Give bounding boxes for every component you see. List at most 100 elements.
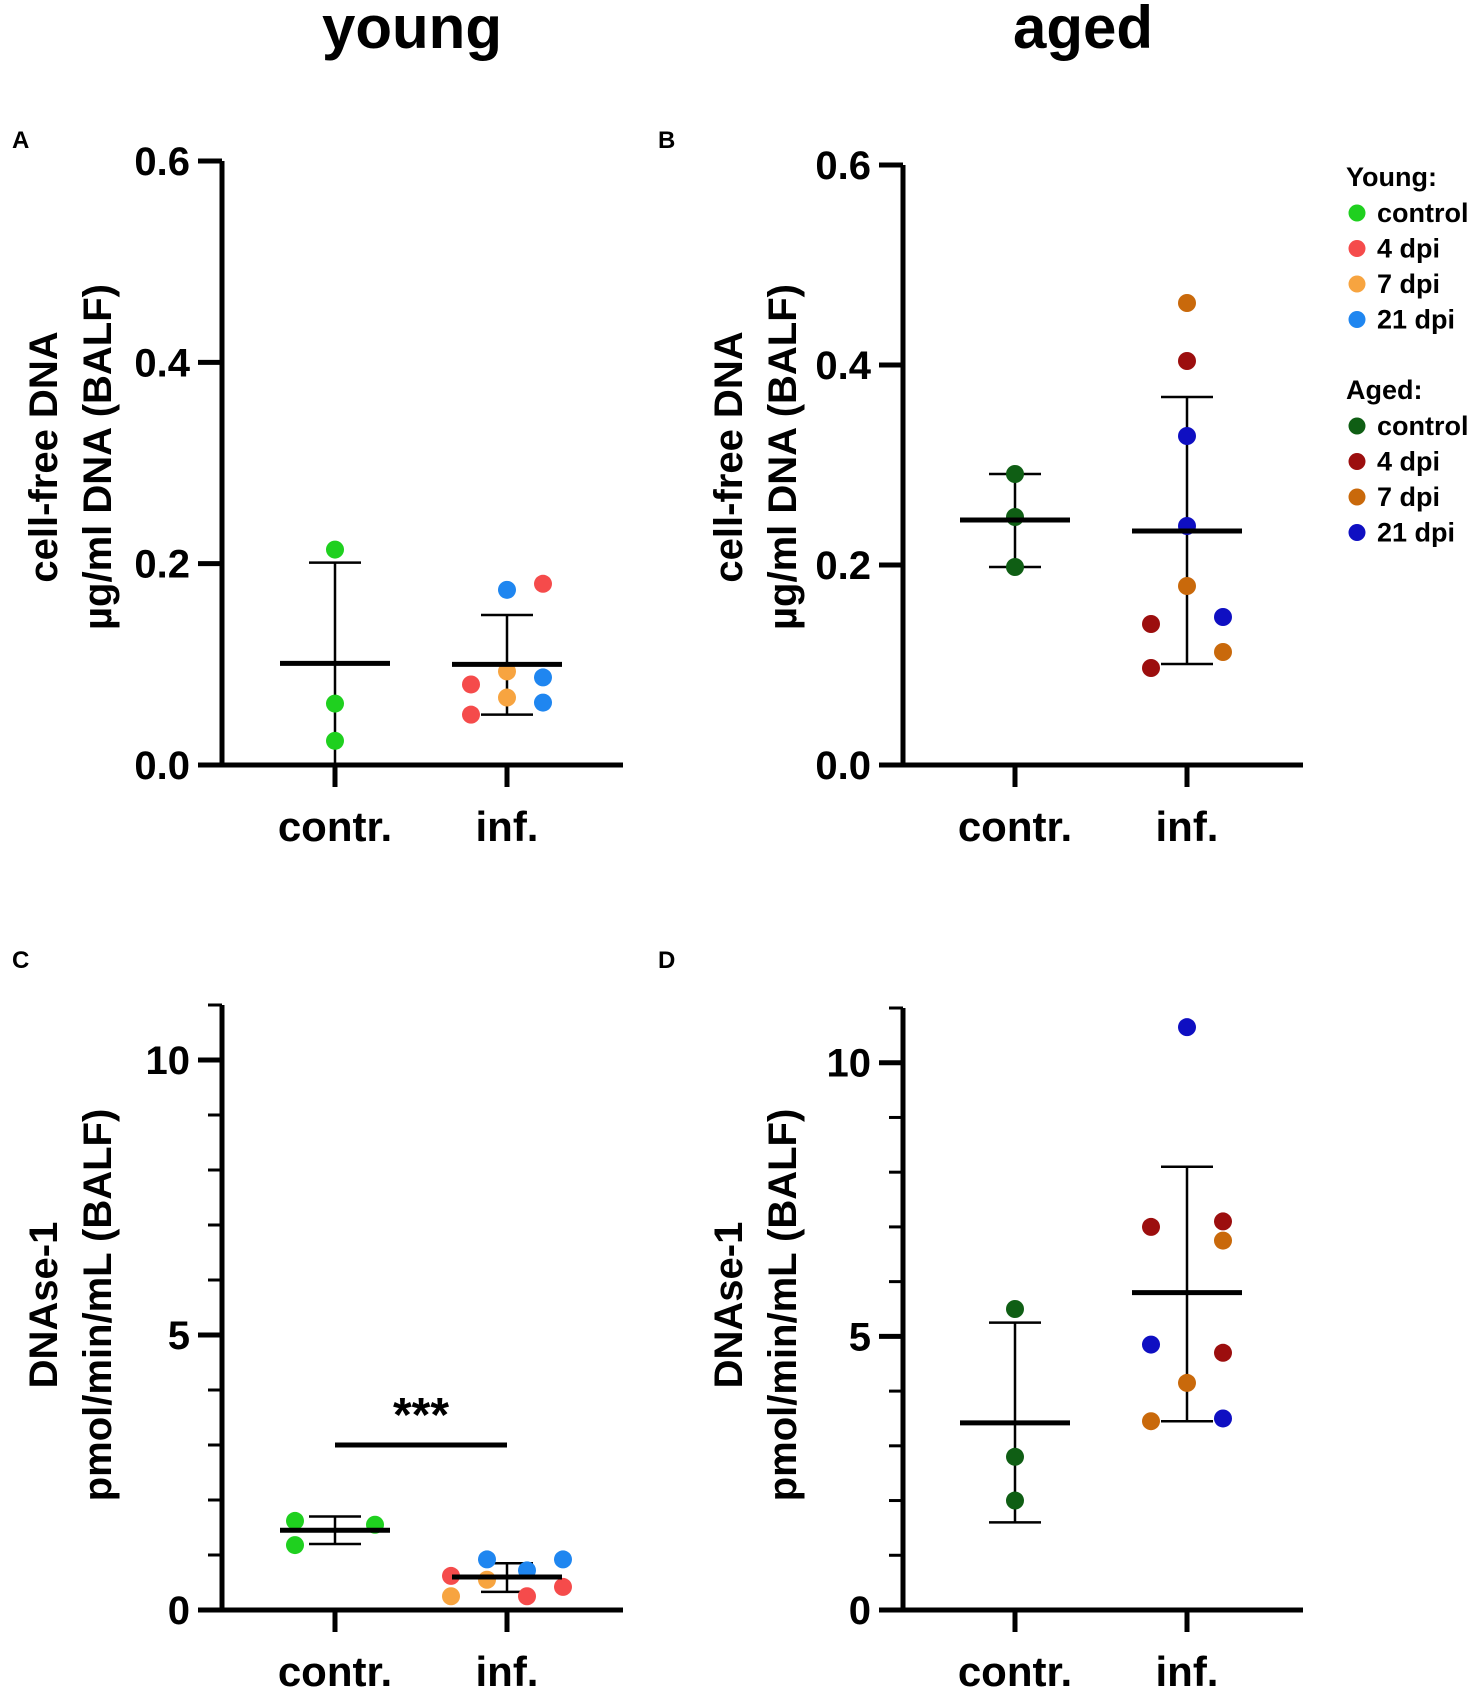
data-point [1142,659,1160,677]
data-point [534,574,552,593]
x-tick-label: inf. [1156,803,1219,850]
significance-label: *** [393,1389,449,1442]
y-axis-label-line1: DNAse-1 [22,1222,66,1389]
data-point [462,705,480,724]
legend-aged-item-label: 21 dpi [1377,518,1455,548]
y-axis-label-line2: µg/ml DNA (BALF) [761,284,805,630]
legend-aged-title: Aged: [1346,375,1423,405]
panel-letter: B [658,127,675,154]
group-control [960,465,1070,576]
data-point [1214,1212,1232,1231]
legend: Young: Aged: control 4 dpi 7 dpi 21 dpi cont… [1346,162,1469,548]
data-point [1142,1217,1160,1236]
data-point [554,1577,572,1596]
data-point [1006,1491,1024,1510]
group-control [280,1511,390,1555]
y-axis-label-line2: pmol/min/mL (BALF) [761,1109,805,1502]
data-point [1214,1231,1232,1250]
y-tick-label: 0 [168,1589,190,1633]
legend-aged-item-marker [1348,524,1366,541]
data-point [462,675,480,694]
legend-aged-item-marker [1348,453,1366,470]
group-control [960,1300,1070,1524]
data-point [518,1587,536,1606]
x-tick-label: inf. [476,803,539,850]
y-axis-label-line1: cell-free DNA [22,331,66,582]
y-axis-label: cell-free DNA µg/ml DNA (BALF) [707,284,805,630]
x-tick-label: inf. [476,1648,539,1687]
y-tick-label: 0.0 [815,744,871,788]
group-infected [442,1550,572,1606]
legend-young-item-label: 21 dpi [1377,305,1455,335]
data-point [1178,577,1196,595]
panel-letter: C [12,947,29,974]
y-tick-label: 0.6 [134,140,190,184]
data-point [326,694,344,713]
panel-B: B 0.0 0.2 0.4 0.6 contr. inf. cell-free DNA µg/m… [658,127,1303,850]
legend-aged-item-marker [1348,488,1366,506]
data-point [554,1550,572,1569]
data-point [1178,352,1196,370]
column-title-aged: aged [1013,0,1153,61]
y-tick-label: 0.2 [815,544,871,588]
legend-young-item-label: 4 dpi [1377,234,1440,264]
group-infected [1132,294,1242,677]
x-tick-label: contr. [278,803,392,850]
data-point [1214,643,1232,661]
data-point [1214,1409,1232,1428]
legend-young-item-marker [1348,240,1366,257]
legend-young-item-label: 7 dpi [1377,269,1440,299]
panel-A: A 0.0 0.2 0.4 0.6 contr. inf. cell-free DNA µg/m… [12,127,623,850]
y-tick-label: 0.4 [134,341,190,385]
data-point [1006,1447,1024,1466]
x-tick-label: inf. [1156,1648,1219,1687]
data-point [1142,615,1160,633]
data-point [1214,608,1232,626]
y-tick-label: 5 [849,1315,871,1359]
data-point [1006,1300,1024,1318]
data-point [534,693,552,712]
data-point [326,540,344,559]
data-point [286,1536,304,1555]
y-axis-label-line1: DNAse-1 [707,1222,751,1389]
column-title-young: young [322,0,502,61]
y-tick-label: 10 [146,1039,191,1083]
y-axis-label: DNAse-1 pmol/min/mL (BALF) [22,1109,120,1502]
y-tick-label: 0.6 [815,144,871,188]
data-point [478,1570,496,1589]
legend-young-item-label: control [1377,198,1469,228]
data-point [498,662,516,681]
data-point [498,580,516,599]
group-control [280,540,390,767]
y-axis-label: DNAse-1 pmol/min/mL (BALF) [707,1109,805,1502]
data-point [1214,1343,1232,1362]
y-axis-label: cell-free DNA µg/ml DNA (BALF) [22,284,120,630]
y-tick-label: 5 [168,1314,190,1358]
data-point [1178,294,1196,312]
data-point [498,688,516,707]
x-tick-label: contr. [958,803,1072,850]
data-point [1006,558,1024,576]
data-point [1178,427,1196,445]
group-infected [452,574,562,724]
y-axis-label-line1: cell-free DNA [707,331,751,582]
y-tick-label: 0.2 [134,543,190,587]
y-tick-label: 0.4 [815,344,871,388]
y-axis-label-line2: µg/ml DNA (BALF) [76,284,120,630]
y-tick-label: 10 [827,1042,872,1086]
y-axis-label-line2: pmol/min/mL (BALF) [76,1109,120,1502]
legend-young-title: Young: [1346,162,1437,192]
legend-aged-item-label: control [1377,411,1469,441]
data-point [286,1511,304,1530]
data-point [442,1566,460,1585]
legend-young-item-marker [1348,275,1366,293]
data-point [534,668,552,687]
panel-letter: A [12,127,29,154]
legend-young-item-marker [1348,204,1366,222]
panel-letter: D [658,947,675,974]
data-point [478,1550,496,1569]
data-point [1006,508,1024,526]
data-point [1006,465,1024,483]
